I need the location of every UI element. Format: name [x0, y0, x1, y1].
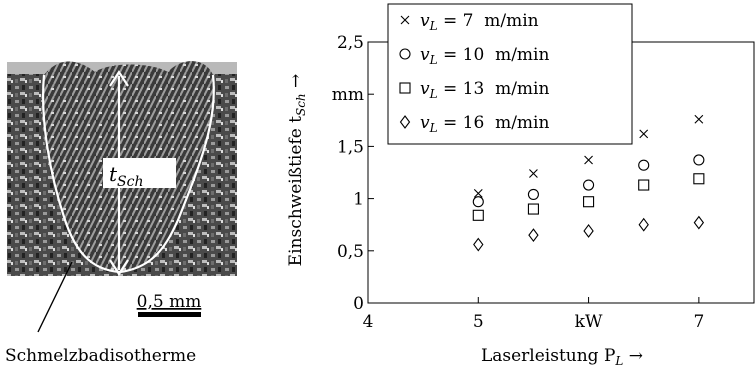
depth-arrow-head-bottom: [109, 259, 129, 277]
data-points: [472, 114, 705, 252]
data-point-square: [638, 179, 650, 191]
y-tick-label: mm: [332, 85, 364, 105]
y-tick-label: 2,5: [337, 33, 364, 53]
x-tick-label: kW: [575, 312, 603, 332]
legend-marker-square: [399, 82, 411, 94]
depth-label-box: [103, 158, 176, 188]
isotherm-leader-line: [37, 261, 73, 333]
legend-entry: vL = 13 m/min: [420, 79, 549, 101]
data-point-cross: [639, 129, 649, 139]
data-point-square: [583, 196, 595, 208]
data-point-circle: [472, 196, 484, 208]
micrograph: tSch 0,5 mm Schmelzbadisotherme: [5, 61, 237, 366]
data-point-square: [693, 173, 705, 185]
data-point-diamond: [528, 228, 539, 243]
x-tick-label: 5: [473, 312, 484, 332]
y-tick-label: 0: [353, 294, 364, 314]
x-tick-label: 7: [693, 312, 704, 332]
data-point-diamond: [583, 224, 594, 238]
legend: vL = 7 m/min vL = 10 m/min vL = 13 m/min vL…: [387, 3, 633, 145]
x-axis: 4 5 kW 7: [363, 297, 704, 332]
y-axis-label: Einschweißtiefe tSch →: [286, 74, 308, 267]
depth-arrow-head-top: [109, 69, 129, 87]
legend-entry: vL = 16 m/min: [420, 113, 549, 135]
y-tick-label: 1: [353, 190, 364, 210]
data-point-square: [527, 203, 539, 215]
legend-marker-cross: [400, 15, 410, 25]
scale-bar: [138, 312, 201, 317]
data-point-circle: [527, 188, 539, 200]
data-point-square: [472, 209, 484, 221]
data-point-diamond: [473, 237, 484, 252]
depth-label: tSch: [109, 162, 144, 190]
data-point-circle: [693, 154, 705, 166]
scale-bar-label: 0,5 mm: [137, 292, 202, 312]
legend-marker-circle: [399, 48, 411, 60]
isotherm-caption: Schmelzbadisotherme: [5, 346, 196, 366]
legend-box: [387, 3, 633, 145]
data-point-diamond: [638, 217, 649, 232]
data-point-cross: [694, 114, 704, 124]
x-tick-label: 4: [363, 312, 374, 332]
data-point-cross: [473, 188, 483, 198]
chart: 0 0,5 1 1,5 mm 2,5 4 5 kW 7 Einschweißtiefe tSch…: [286, 3, 755, 368]
legend-entry: vL = 7 m/min: [420, 11, 539, 33]
data-point-diamond: [693, 215, 705, 230]
y-tick-label: 0,5: [337, 242, 364, 262]
x-axis-label: Laserleistung PL →: [481, 346, 643, 368]
data-point-cross: [584, 155, 593, 165]
legend-marker-diamond: [399, 115, 411, 129]
data-point-circle: [638, 159, 650, 171]
data-point-circle: [583, 179, 595, 191]
legend-entry: vL = 10 m/min: [420, 45, 549, 67]
y-tick-label: 1,5: [337, 137, 364, 157]
data-point-cross: [529, 169, 538, 178]
y-axis: 0 0,5 1 1,5 mm 2,5: [332, 33, 374, 314]
